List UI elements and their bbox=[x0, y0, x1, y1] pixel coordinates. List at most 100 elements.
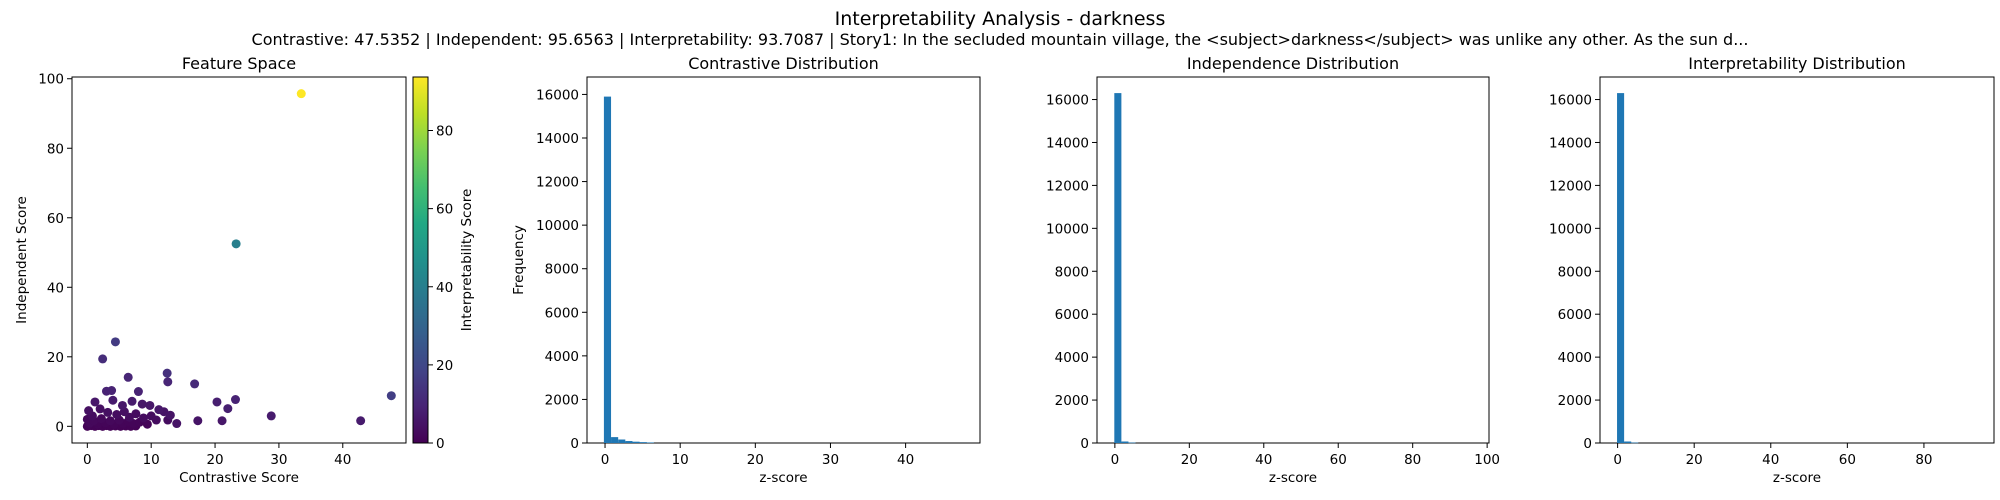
y-tick-label: 0 bbox=[570, 436, 579, 452]
scatter-point bbox=[190, 379, 200, 389]
subplot-1: 0 10 20 30 40 0 20 40 60 80 100 Feature Space Contra… bbox=[14, 54, 475, 486]
histogram-bar bbox=[646, 442, 654, 444]
x-tick-label: 20 bbox=[206, 452, 223, 468]
scatter-point bbox=[165, 410, 175, 420]
colorbar-tick-label: 40 bbox=[436, 280, 453, 296]
colorbar-tick-label: 80 bbox=[436, 124, 453, 140]
scatter-point bbox=[162, 368, 172, 378]
y-tick-label: 14000 bbox=[1046, 135, 1089, 151]
subplot-title: Interpretability Distribution bbox=[1688, 54, 1906, 73]
scatter-point bbox=[110, 337, 120, 347]
scatter-point bbox=[96, 414, 106, 424]
scatter-point bbox=[296, 89, 306, 99]
scatter-point bbox=[356, 416, 366, 426]
y-tick-label: 8000 bbox=[1558, 264, 1592, 280]
y-tick-label: 10000 bbox=[536, 218, 579, 234]
histogram-bar bbox=[603, 96, 612, 443]
y-axis-label: Frequency bbox=[511, 225, 527, 295]
colorbar-tick-label: 0 bbox=[436, 436, 445, 452]
histogram-bar bbox=[611, 437, 619, 443]
x-tick-label: 80 bbox=[1915, 452, 1932, 468]
x-tick-label: 0 bbox=[601, 452, 610, 468]
scatter-point bbox=[133, 387, 143, 397]
histogram-bar bbox=[1631, 442, 1639, 444]
y-tick-label: 10000 bbox=[1046, 221, 1089, 237]
axes-frame bbox=[71, 76, 407, 444]
x-tick-label: 10 bbox=[672, 452, 689, 468]
y-tick-label: 0 bbox=[1583, 436, 1592, 452]
y-tick-label: 12000 bbox=[1549, 178, 1592, 194]
x-tick-label: 100 bbox=[1474, 452, 1500, 468]
y-tick-label: 6000 bbox=[545, 305, 579, 321]
subplot-4: 0 20 40 60 80 0 2000 4000 6000 8000 10000 12000 1400… bbox=[1549, 54, 1995, 486]
y-tick-label: 0 bbox=[1080, 436, 1089, 452]
axes-frame bbox=[1599, 76, 1995, 444]
x-tick-label: 20 bbox=[1181, 452, 1198, 468]
y-tick-label: 10000 bbox=[1549, 221, 1592, 237]
y-tick-label: 6000 bbox=[1558, 307, 1592, 323]
y-tick-label: 60 bbox=[47, 211, 64, 227]
x-tick-label: 10 bbox=[143, 452, 160, 468]
colorbar: 0 20 40 60 80 Interpretability Score bbox=[412, 76, 475, 452]
x-tick-label: 40 bbox=[897, 452, 914, 468]
y-tick-label: 4000 bbox=[1558, 350, 1592, 366]
y-tick-label: 4000 bbox=[545, 349, 579, 365]
scatter-point bbox=[95, 404, 105, 414]
x-tick-label: 80 bbox=[1404, 452, 1421, 468]
y-tick-label: 80 bbox=[47, 141, 64, 157]
colorbar-bar bbox=[412, 76, 429, 444]
subplot-title: Contrastive Distribution bbox=[688, 54, 879, 73]
figure-subtitle: Contrastive: 47.5352 | Independent: 95.6… bbox=[252, 30, 1749, 49]
x-tick-label: 40 bbox=[1762, 452, 1779, 468]
x-tick-label: 60 bbox=[1839, 452, 1856, 468]
y-tick-label: 14000 bbox=[536, 131, 579, 147]
x-tick-label: 0 bbox=[1613, 452, 1622, 468]
y-axis-label: Independent Score bbox=[14, 196, 30, 324]
scatter-point bbox=[98, 354, 108, 364]
histogram-bar bbox=[618, 439, 626, 443]
scatter-point bbox=[217, 416, 227, 426]
x-tick-label: 20 bbox=[1686, 452, 1703, 468]
scatter-point bbox=[84, 406, 94, 416]
y-tick-label: 2000 bbox=[545, 392, 579, 408]
scatter-point bbox=[145, 400, 155, 410]
x-tick-label: 60 bbox=[1330, 452, 1347, 468]
scatter-point bbox=[112, 409, 122, 419]
scatter-point bbox=[105, 416, 115, 426]
subplot-title: Feature Space bbox=[182, 54, 296, 73]
axes-frame bbox=[1096, 76, 1490, 444]
colorbar-label: Interpretability Score bbox=[459, 189, 475, 332]
y-tick-label: 12000 bbox=[1046, 178, 1089, 194]
y-tick-label: 100 bbox=[38, 72, 64, 88]
axes-frame bbox=[586, 76, 981, 444]
scatter-point bbox=[123, 372, 133, 382]
histogram-bar bbox=[1121, 441, 1129, 443]
y-tick-label: 6000 bbox=[1055, 307, 1089, 323]
x-tick-label: 0 bbox=[1111, 452, 1120, 468]
scatter-point bbox=[107, 386, 117, 396]
histogram-bar bbox=[632, 441, 640, 443]
scatter-point bbox=[193, 416, 203, 426]
x-tick-label: 20 bbox=[747, 452, 764, 468]
subplot-title: Independence Distribution bbox=[1187, 54, 1399, 73]
histogram-bar bbox=[625, 441, 633, 443]
histogram-bar bbox=[1128, 442, 1136, 444]
scatter-point bbox=[172, 419, 182, 429]
y-tick-label: 16000 bbox=[1046, 93, 1089, 109]
scatter-point bbox=[266, 411, 276, 421]
y-tick-label: 14000 bbox=[1549, 135, 1592, 151]
histogram-bar bbox=[639, 442, 647, 443]
scatter-point bbox=[212, 397, 222, 407]
y-tick-label: 8000 bbox=[1055, 264, 1089, 280]
scatter-point bbox=[127, 396, 137, 406]
y-tick-label: 2000 bbox=[1558, 393, 1592, 409]
histogram-bar bbox=[1624, 441, 1632, 443]
scatter-point bbox=[386, 391, 396, 401]
scatter-point bbox=[131, 409, 141, 419]
scatter-point bbox=[231, 239, 241, 249]
figure-title: Interpretability Analysis - darkness bbox=[835, 8, 1166, 30]
scatter-point bbox=[117, 400, 127, 410]
y-tick-label: 0 bbox=[55, 419, 64, 435]
colorbar-tick-label: 60 bbox=[436, 202, 453, 218]
